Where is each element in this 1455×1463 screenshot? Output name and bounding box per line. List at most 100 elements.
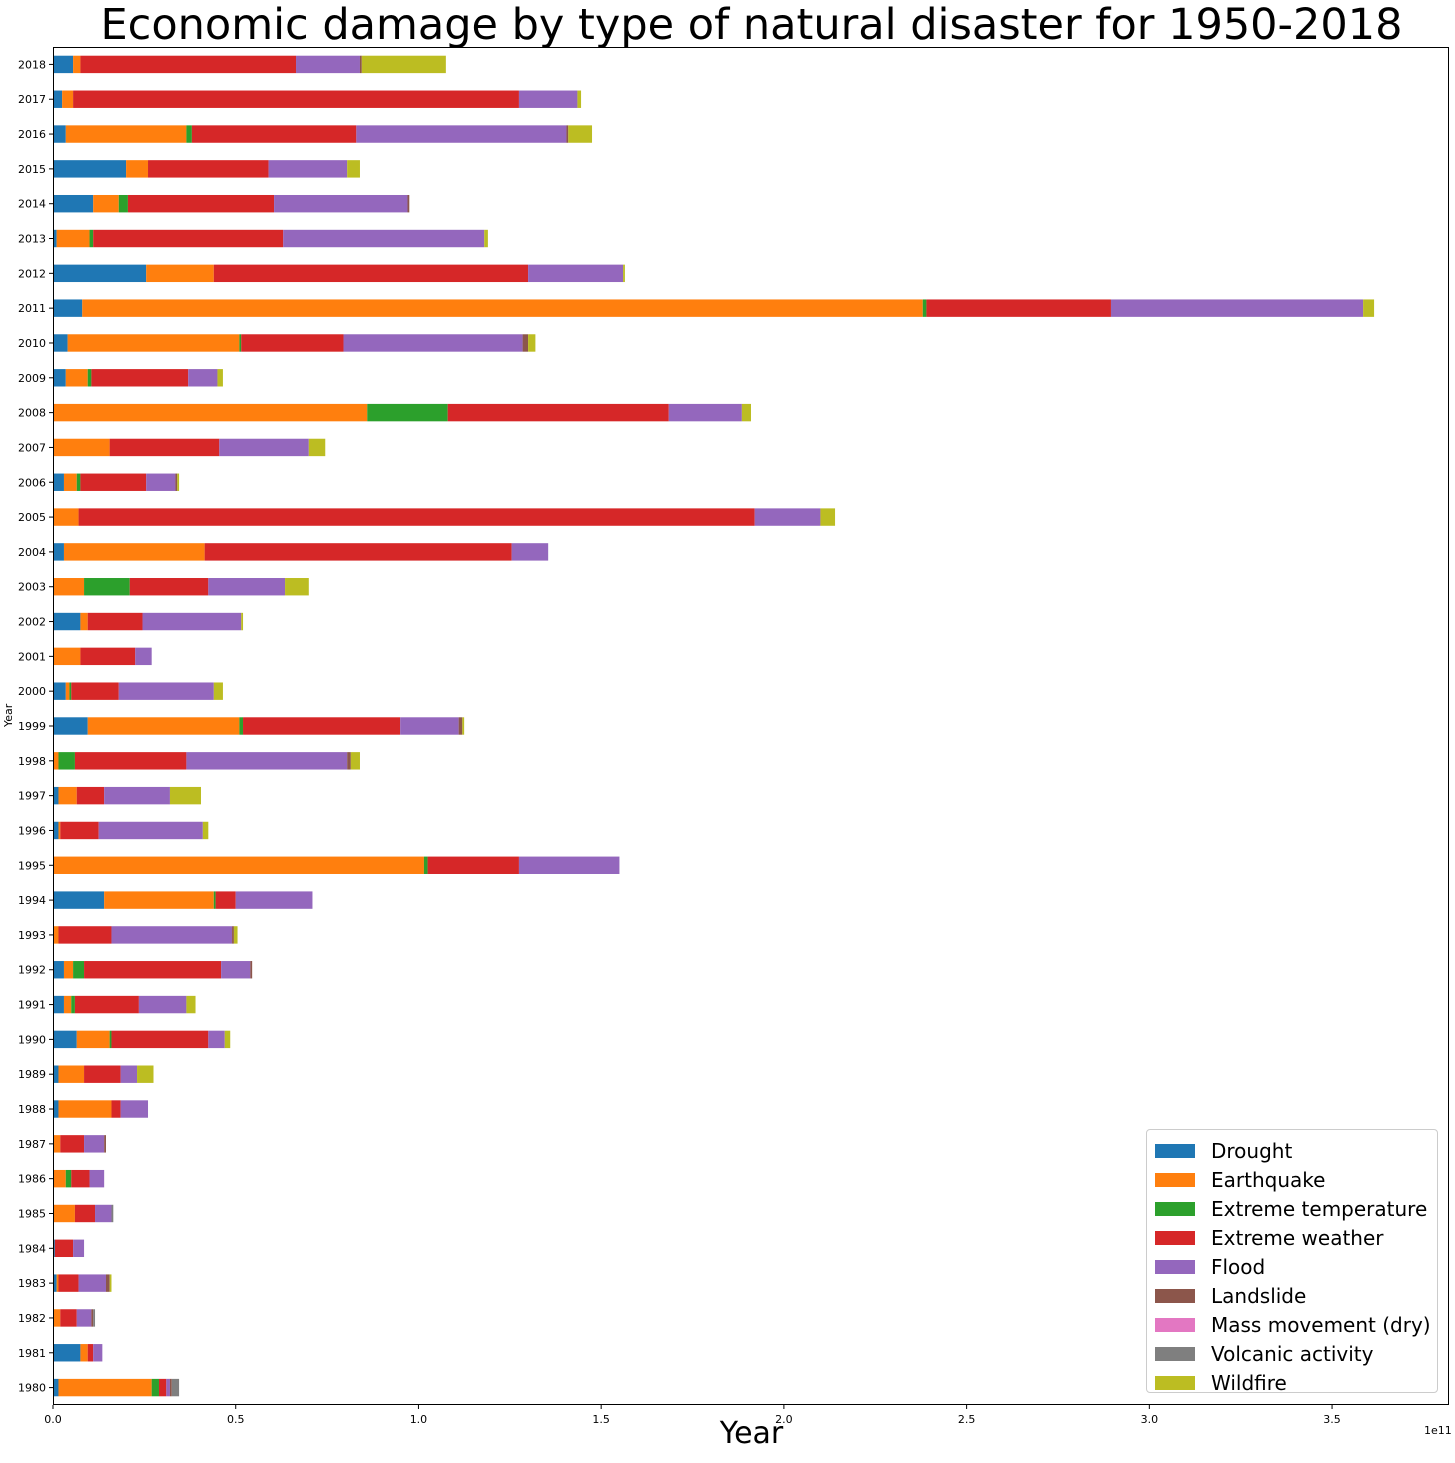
bar-1997-flood	[104, 786, 170, 805]
bar-2017-flood	[518, 90, 578, 108]
bar-2007-flood	[219, 438, 309, 457]
bar-1982-landslide	[91, 1309, 94, 1327]
legend-swatch	[1155, 1375, 1195, 1390]
bar-1983-drought	[53, 1274, 57, 1292]
y-tick-label: 1997	[18, 790, 46, 803]
bar-1998-flood	[186, 752, 348, 770]
bar-2005-flood	[754, 508, 821, 526]
bar-1992-landslide	[250, 961, 253, 979]
bar-2002-flood	[142, 612, 242, 631]
y-tick-label: 2012	[18, 267, 46, 280]
bar-2016-wildfire	[568, 125, 593, 143]
bar-1983-extreme-weather	[58, 1274, 79, 1292]
bar-1995-extreme-temperature	[423, 856, 428, 874]
legend: Drought Earthquake Extreme temperature Extr…	[1146, 1129, 1438, 1395]
y-tick-label: 1981	[18, 1347, 46, 1360]
bar-2009-extreme-weather	[91, 369, 189, 387]
y-tick-label: 2009	[18, 372, 46, 385]
bar-1993-earthquake	[53, 926, 59, 944]
bar-2009-flood	[188, 369, 218, 387]
x-tick-label: 3.0	[1141, 1413, 1159, 1426]
bar-1982-flood	[76, 1309, 92, 1327]
y-tick-label: 1994	[18, 894, 46, 907]
axis-layer: 1980 1981 1982 1983 1984 1985 1986 1987 1988 1989…	[18, 58, 1341, 1426]
bar-2007-earthquake	[53, 438, 110, 457]
bar-2009-earthquake	[65, 369, 88, 387]
bar-1989-wildfire	[137, 1065, 154, 1083]
legend-label: Wildfire	[1211, 1370, 1287, 1395]
bar-2008-extreme-weather	[447, 403, 669, 422]
y-tick-label: 1995	[18, 859, 46, 872]
y-tick-label: 2017	[18, 93, 46, 106]
bar-1997-extreme-weather	[76, 786, 105, 805]
bar-2008-earthquake	[53, 403, 368, 422]
bar-1986-extreme-weather	[71, 1169, 90, 1188]
y-tick-label: 2001	[18, 650, 46, 663]
bar-1997-drought	[53, 786, 59, 805]
bar-1980-landslide	[169, 1378, 172, 1397]
bar-2006-wildfire	[177, 473, 180, 491]
y-tick-label: 1986	[18, 1173, 46, 1186]
bar-1989-extreme-weather	[84, 1065, 121, 1083]
bar-1988-drought	[53, 1100, 59, 1118]
bar-1992-drought	[53, 961, 64, 979]
bar-2009-drought	[53, 369, 66, 387]
x-tick-label: 1.5	[592, 1413, 610, 1426]
bar-1999-extreme-weather	[243, 717, 401, 735]
plot-frame	[53, 47, 1449, 1405]
bar-1989-flood	[120, 1065, 138, 1083]
bar-2011-earthquake	[82, 299, 923, 317]
bar-1985-extreme-weather	[74, 1204, 96, 1223]
y-tick-label: 1992	[18, 964, 46, 977]
bar-2001-earthquake	[53, 647, 81, 666]
bar-2007-extreme-weather	[109, 438, 220, 457]
bar-2004-extreme-weather	[204, 543, 512, 561]
y-tick-label: 2008	[18, 407, 46, 420]
bar-1990-wildfire	[224, 1030, 231, 1049]
bar-2017-extreme-weather	[73, 90, 519, 108]
x-tick-label: 1.0	[410, 1413, 428, 1426]
y-tick-label: 1996	[18, 824, 46, 837]
y-tick-label: 2003	[18, 581, 46, 594]
legend-label: Earthquake	[1211, 1167, 1326, 1192]
bar-1998-earthquake	[53, 752, 59, 770]
bar-1984-flood	[73, 1239, 85, 1258]
bar-1991-drought	[53, 995, 64, 1014]
bar-1980-extreme-weather	[158, 1378, 167, 1397]
bar-2014-extreme-temperature	[118, 194, 128, 213]
bar-2014-earthquake	[93, 194, 119, 213]
bar-2003-earthquake	[53, 578, 85, 596]
bar-2017-wildfire	[577, 90, 582, 108]
bar-2016-drought	[53, 125, 66, 143]
y-tick-label: 2015	[18, 163, 46, 176]
legend-label: Extreme temperature	[1211, 1196, 1428, 1221]
x-axis-offset-label: 1e11	[1424, 1424, 1452, 1437]
bar-1990-extreme-temperature	[109, 1030, 112, 1049]
y-tick-label: 1999	[18, 720, 46, 733]
bar-2009-wildfire	[217, 369, 223, 387]
bar-2003-extreme-weather	[129, 578, 209, 596]
bar-2001-flood	[135, 647, 152, 666]
bar-1990-drought	[53, 1030, 77, 1049]
bar-1983-flood	[78, 1274, 106, 1292]
legend-label: Landslide	[1211, 1283, 1307, 1308]
bar-1999-landslide	[458, 717, 463, 735]
bar-2018-earthquake	[73, 55, 81, 74]
bar-1998-extreme-temperature	[58, 752, 75, 770]
bar-2003-wildfire	[285, 578, 309, 596]
bar-1993-flood	[111, 926, 233, 944]
bar-1992-earthquake	[63, 961, 74, 979]
bar-1982-extreme-weather	[60, 1309, 77, 1327]
bar-2016-extreme-weather	[191, 125, 357, 143]
legend-item: Volcanic activity	[1155, 1339, 1429, 1368]
bar-1981-drought	[53, 1344, 81, 1362]
bar-1992-extreme-weather	[84, 961, 222, 979]
bar-1983-wildfire	[109, 1274, 112, 1292]
bar-2014-extreme-weather	[127, 194, 275, 213]
bar-2004-earthquake	[63, 543, 205, 561]
bar-1988-extreme-weather	[111, 1100, 121, 1118]
bar-2016-flood	[356, 125, 567, 143]
bar-2010-wildfire	[528, 334, 536, 352]
y-axis-label: Year	[2, 703, 15, 727]
